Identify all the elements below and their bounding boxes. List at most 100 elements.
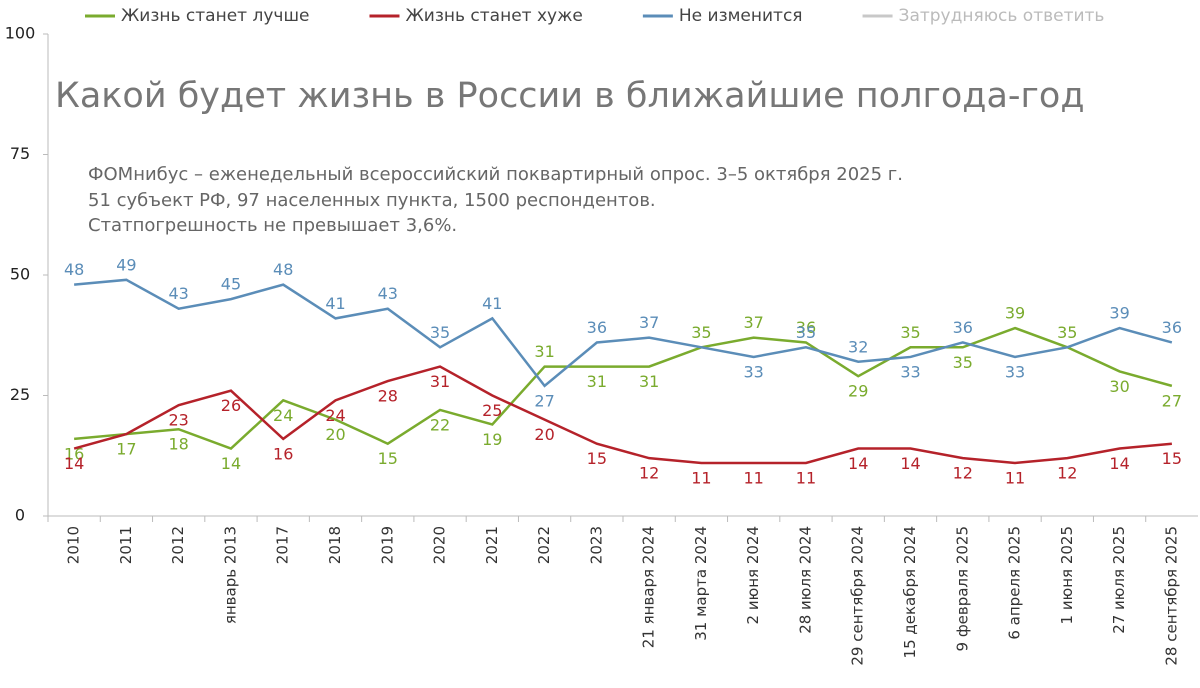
data-label: 14 — [64, 454, 84, 473]
data-label: 31 — [430, 372, 450, 391]
data-label: 35 — [691, 323, 711, 342]
data-label: 15 — [378, 449, 398, 468]
data-label: 25 — [482, 401, 502, 420]
data-label: 35 — [1057, 323, 1077, 342]
legend-label: Не изменится — [679, 6, 803, 26]
data-label: 48 — [64, 260, 84, 279]
x-tick-label: 2018 — [326, 526, 344, 564]
data-label: 39 — [1109, 304, 1129, 323]
data-label: 24 — [273, 406, 293, 425]
data-label: 17 — [116, 440, 136, 459]
legend-label: Затрудняюсь ответить — [899, 6, 1105, 26]
y-tick-label: 50 — [10, 265, 30, 284]
data-label: 20 — [325, 425, 345, 444]
data-label: 36 — [1162, 318, 1182, 337]
data-label: 31 — [587, 372, 607, 391]
x-tick-label: 2022 — [535, 526, 553, 564]
data-label: 19 — [482, 430, 502, 449]
x-tick-label: 28 июля 2024 — [796, 526, 814, 634]
data-label: 20 — [534, 425, 554, 444]
data-label: 35 — [953, 353, 973, 372]
data-label: 39 — [1005, 304, 1025, 323]
data-label: 43 — [169, 284, 189, 303]
x-tick-label: 21 января 2024 — [640, 526, 658, 648]
data-label: 30 — [1109, 377, 1129, 396]
data-label: 14 — [1109, 454, 1129, 473]
data-label: 16 — [64, 444, 84, 463]
data-label: 11 — [744, 468, 764, 487]
data-label: 32 — [848, 337, 868, 356]
x-tick-label: 6 апреля 2025 — [1006, 526, 1024, 640]
legend-label: Жизнь станет хуже — [405, 6, 582, 26]
x-tick-label: 2011 — [117, 526, 135, 564]
x-tick-label: 2012 — [169, 526, 187, 564]
data-label: 14 — [848, 454, 868, 473]
data-label: 27 — [534, 391, 554, 410]
data-label: 36 — [796, 318, 816, 337]
y-tick-label: 75 — [10, 144, 30, 163]
data-label: 35 — [900, 323, 920, 342]
data-label: 27 — [1162, 391, 1182, 410]
data-label: 12 — [953, 464, 973, 483]
data-label: 15 — [1162, 449, 1182, 468]
x-tick-label: 2017 — [274, 526, 292, 564]
data-label: 33 — [1005, 362, 1025, 381]
x-tick-label: 28 сентября 2025 — [1162, 526, 1180, 666]
data-label: 49 — [116, 255, 136, 274]
data-label: 16 — [273, 444, 293, 463]
data-label: 18 — [169, 435, 189, 454]
subtitle: 51 субъект РФ, 97 населенных пункта, 150… — [88, 190, 656, 211]
data-label: 14 — [900, 454, 920, 473]
x-tick-label: 2019 — [378, 526, 396, 564]
series-line — [74, 278, 1173, 388]
data-label: 26 — [221, 396, 241, 415]
data-label: 11 — [691, 468, 711, 487]
data-label: 37 — [744, 313, 764, 332]
x-tick-label: 9 февраля 2025 — [953, 526, 971, 651]
y-tick-label: 25 — [10, 385, 30, 404]
data-label: 48 — [273, 260, 293, 279]
data-label: 36 — [587, 318, 607, 337]
data-label: 14 — [221, 454, 241, 473]
chart-title: Какой будет жизнь в России в ближайшие п… — [55, 76, 1085, 116]
x-tick-label: 31 марта 2024 — [692, 526, 710, 641]
data-label: 28 — [378, 387, 398, 406]
x-tick-label: 15 декабря 2024 — [901, 526, 919, 658]
series-line — [74, 326, 1173, 450]
data-label: 41 — [482, 294, 502, 313]
x-tick-label: 2020 — [431, 526, 449, 564]
data-label: 33 — [744, 362, 764, 381]
data-label: 22 — [430, 415, 450, 434]
data-label: 35 — [796, 323, 816, 342]
x-tick-label: 27 июля 2025 — [1110, 526, 1128, 634]
data-label: 36 — [953, 318, 973, 337]
data-label: 45 — [221, 275, 241, 294]
data-label: 12 — [1057, 464, 1077, 483]
data-label: 29 — [848, 382, 868, 401]
subtitle: ФОМнибус – еженедельный всероссийский по… — [88, 164, 903, 185]
y-tick-label: 0 — [15, 506, 25, 525]
x-tick-label: январь 2013 — [221, 526, 239, 624]
data-label: 24 — [325, 406, 345, 425]
x-tick-label: 2 июня 2024 — [744, 526, 762, 624]
x-tick-label: 2021 — [483, 526, 501, 564]
data-label: 23 — [169, 411, 189, 430]
data-label: 31 — [639, 372, 659, 391]
data-label: 37 — [639, 313, 659, 332]
x-tick-label: 2023 — [587, 526, 605, 564]
data-label: 31 — [534, 342, 554, 361]
x-tick-label: 1 июня 2025 — [1058, 526, 1076, 624]
subtitle: Статпогрешность не превышает 3,6%. — [88, 215, 457, 236]
legend-label: Жизнь станет лучше — [121, 6, 309, 26]
data-label: 41 — [325, 294, 345, 313]
series-line — [73, 365, 1172, 465]
data-label: 11 — [1005, 468, 1025, 487]
data-label: 15 — [587, 449, 607, 468]
data-label: 33 — [900, 362, 920, 381]
data-label: 35 — [430, 323, 450, 342]
x-tick-label: 29 сентября 2024 — [849, 526, 867, 666]
data-label: 43 — [378, 284, 398, 303]
x-tick-label: 2010 — [65, 526, 83, 564]
y-tick-label: 100 — [5, 24, 36, 43]
